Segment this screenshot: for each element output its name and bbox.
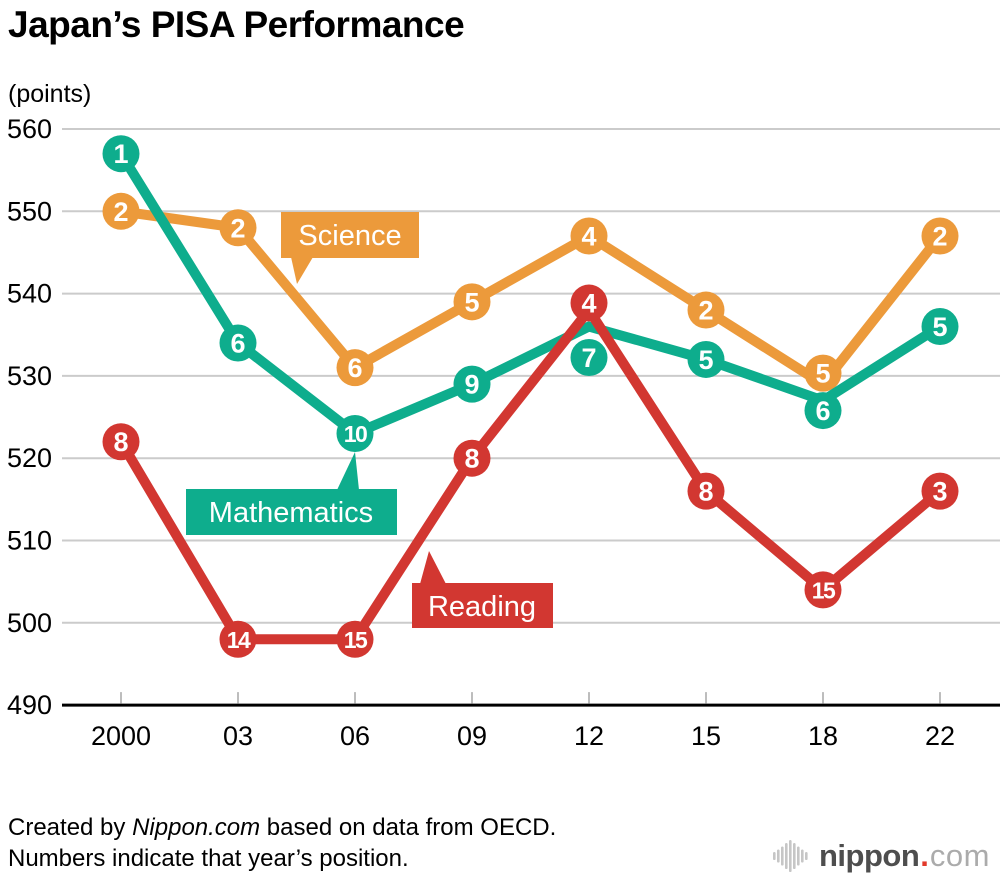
rank-label: 8 xyxy=(464,444,479,474)
data-point-marker xyxy=(687,291,725,329)
rank-label: 6 xyxy=(815,396,830,426)
rank-label: 7 xyxy=(581,343,596,373)
data-point-marker xyxy=(804,354,842,392)
rank-label: 8 xyxy=(698,477,713,507)
x-tick-label: 12 xyxy=(574,721,604,751)
data-point-marker xyxy=(804,571,842,609)
source-note-line1: Created by Nippon.com based on data from… xyxy=(8,814,557,841)
data-point-marker xyxy=(687,472,725,510)
rank-label: 2 xyxy=(932,221,947,251)
series-mathematics: 1 6 10 9 7 5 6 5 xyxy=(102,135,959,453)
y-tick-label: 560 xyxy=(7,114,52,144)
callout-box xyxy=(281,212,419,258)
series-line xyxy=(116,305,944,645)
rank-label: 6 xyxy=(230,328,245,358)
data-point-marker xyxy=(219,620,257,658)
data-point-marker xyxy=(102,135,140,173)
page-title: Japan’s PISA Performance xyxy=(8,4,465,45)
callout-box xyxy=(412,583,553,628)
data-point-marker xyxy=(687,340,725,378)
series-line xyxy=(116,151,943,439)
rank-label: 14 xyxy=(227,627,251,653)
x-tick-label: 06 xyxy=(340,721,370,751)
series-label-reading: Reading xyxy=(412,551,553,628)
data-point-marker xyxy=(336,349,374,387)
x-tick-label: 22 xyxy=(925,721,955,751)
y-tick-label: 510 xyxy=(7,526,52,556)
data-point-marker xyxy=(570,284,608,322)
source-note-line2: Numbers indicate that year’s position. xyxy=(8,845,409,872)
rank-label: 2 xyxy=(230,213,245,243)
rank-label: 5 xyxy=(464,287,479,317)
series-label-science: Science xyxy=(281,212,419,284)
y-tick-label: 540 xyxy=(7,279,52,309)
soundwave-icon xyxy=(773,840,808,872)
x-tick-label: 18 xyxy=(808,721,838,751)
logo-dot: . xyxy=(920,838,929,873)
data-point-marker xyxy=(336,620,374,658)
rank-label: 8 xyxy=(113,427,128,457)
rank-label: 4 xyxy=(581,289,596,319)
rank-label: 2 xyxy=(113,197,128,227)
data-point-marker xyxy=(921,472,959,510)
nippon-logo: nippon. com xyxy=(772,836,990,876)
rank-label: 5 xyxy=(815,359,830,389)
data-point-marker xyxy=(570,217,608,255)
data-point-marker xyxy=(219,324,257,362)
x-tick-label: 09 xyxy=(457,721,487,751)
rank-label: 4 xyxy=(581,221,596,251)
rank-label: 10 xyxy=(344,421,367,447)
callout-text: Science xyxy=(298,220,401,252)
rank-label: 15 xyxy=(344,627,368,653)
rank-label: 5 xyxy=(932,312,947,342)
series-label-mathematics: Mathematics xyxy=(186,452,397,535)
y-tick-label: 520 xyxy=(7,443,52,473)
data-point-marker xyxy=(804,392,842,430)
rank-label: 15 xyxy=(812,577,836,603)
series-line xyxy=(120,206,944,390)
callout-tail xyxy=(337,452,359,490)
x-tick-label: 2000 xyxy=(91,721,151,751)
x-tick-label: 03 xyxy=(223,721,253,751)
x-tick-label: 15 xyxy=(691,721,721,751)
callout-text: Mathematics xyxy=(209,497,373,529)
data-point-marker xyxy=(570,339,608,377)
source-note: Created by Nippon.com based on data from… xyxy=(8,812,556,874)
y-axis-unit-label: (points) xyxy=(8,80,92,108)
series-science: 2 2 6 5 4 2 5 2 xyxy=(102,192,959,392)
data-point-marker xyxy=(921,308,959,346)
data-point-marker xyxy=(102,192,140,230)
callout-tail xyxy=(291,257,313,284)
rank-label: 3 xyxy=(932,477,947,507)
y-tick-label: 490 xyxy=(7,690,52,720)
source-name: Nippon.com xyxy=(132,814,261,841)
callout-box xyxy=(186,489,397,535)
y-tick-label: 550 xyxy=(7,196,52,226)
rank-label: 9 xyxy=(464,370,479,400)
callout-tail xyxy=(420,551,446,584)
y-tick-label: 530 xyxy=(7,361,52,391)
logo-text-nippon: nippon xyxy=(819,838,920,873)
data-point-marker xyxy=(219,209,257,247)
series-reading: 8 14 15 8 4 8 15 3 xyxy=(102,284,959,658)
x-axis: 2000 03 06 09 12 15 18 22 xyxy=(91,692,955,751)
logo-text-com: com xyxy=(929,838,990,873)
data-point-marker xyxy=(453,439,491,477)
y-tick-label: 500 xyxy=(7,608,52,638)
rank-label: 2 xyxy=(698,296,713,326)
rank-label: 6 xyxy=(347,353,362,383)
data-point-marker xyxy=(921,217,959,255)
data-point-marker xyxy=(102,423,140,461)
data-point-marker xyxy=(336,415,374,453)
rank-label: 1 xyxy=(113,139,128,169)
data-point-marker xyxy=(453,365,491,403)
data-point-marker xyxy=(453,283,491,321)
callout-text: Reading xyxy=(428,591,536,623)
rank-label: 5 xyxy=(698,345,713,375)
